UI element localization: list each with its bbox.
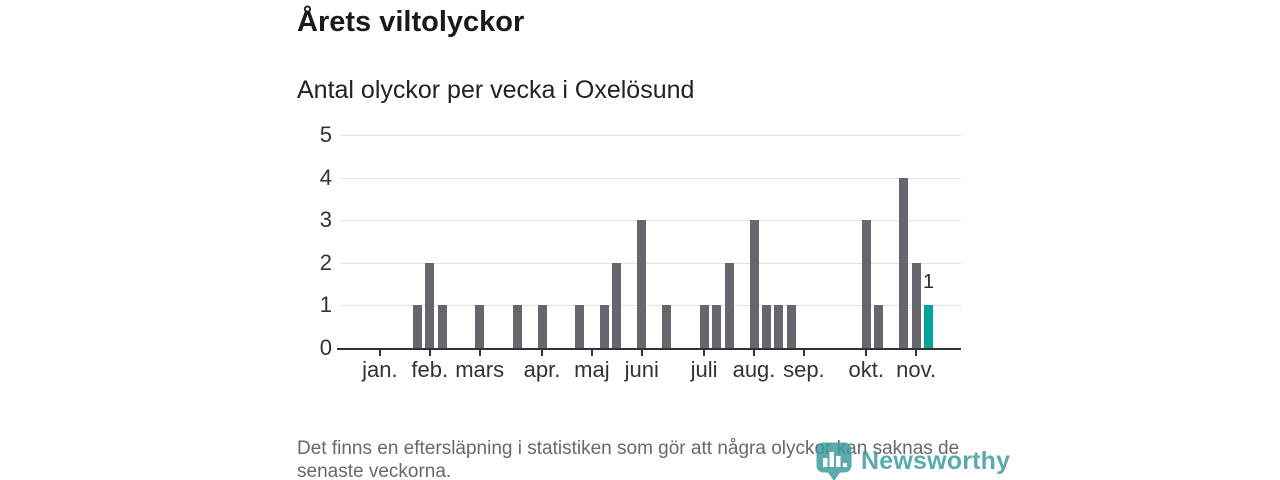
bar-week-33 (774, 305, 784, 348)
x-axis-label-aug: aug. (732, 357, 776, 382)
bar-week-20 (612, 262, 622, 348)
latest-value-label: 1 (923, 271, 935, 294)
x-axis-label-feb: feb. (411, 357, 449, 382)
gridline-3 (340, 220, 961, 222)
x-axis-tick-apr (541, 349, 543, 356)
x-axis-label-maj: maj (574, 357, 610, 382)
newsworthy-pin-bar-chart-icon (816, 442, 852, 480)
x-axis-line (337, 347, 961, 350)
bar-week-22 (637, 220, 647, 348)
x-axis-tick-nov (915, 349, 918, 356)
x-axis-label-okt: okt. (848, 357, 884, 382)
x-axis-label-nov: nov. (896, 357, 937, 382)
chart-subtitle: Antal olyckor per vecka i Oxelösund (297, 76, 695, 104)
bar-week-40 (861, 220, 871, 348)
gridline-4 (340, 177, 961, 179)
page-title: Årets viltolyckor (297, 6, 525, 38)
bar-week-12 (512, 305, 522, 348)
gridline-1 (340, 305, 961, 307)
bar-week-45 (924, 305, 934, 348)
x-axis-label-sep: sep. (783, 357, 825, 382)
y-axis-label-1: 1 (319, 292, 332, 318)
x-axis-tick-okt (865, 349, 868, 356)
footer-note-line-1: Det finns en eftersläpning i statistiken… (297, 438, 960, 459)
bar-week-44 (911, 262, 921, 348)
newsworthy-logo-text: Newsworthy (861, 446, 1011, 475)
x-axis-tick-maj (590, 349, 593, 356)
bar-week-17 (574, 305, 584, 348)
x-axis-label-juli: juli (690, 357, 718, 382)
bar-week-4 (412, 305, 422, 348)
plot-area: 1 (337, 135, 961, 356)
x-axis-label-juni: juni (624, 357, 659, 382)
bar-week-41 (874, 305, 884, 348)
x-axis-label-apr: apr. (523, 357, 561, 382)
bar-week-27 (699, 305, 709, 348)
footer-note: Det finns en eftersläpning i statistiken… (297, 437, 997, 480)
bar-week-29 (724, 262, 734, 348)
y-axis-label-2: 2 (319, 249, 332, 275)
y-axis-label-5: 5 (319, 122, 332, 147)
x-axis-tick-aug (753, 349, 755, 356)
x-axis-tick-feb (428, 349, 431, 356)
y-axis-labels: 0 1 2 3 4 5 (284, 122, 332, 360)
y-axis-label-3: 3 (319, 207, 332, 233)
bar-week-43 (899, 177, 909, 348)
x-axis-tick-juni (640, 349, 643, 356)
bar-week-6 (437, 305, 447, 348)
gridline-5 (340, 135, 961, 136)
bar-week-14 (537, 305, 547, 348)
footer-note-line-2: senaste veckorna. (297, 461, 452, 480)
bar-week-31 (749, 220, 759, 348)
x-axis-label-jan: jan. (362, 357, 398, 382)
bar-week-24 (662, 305, 672, 348)
bar-week-5 (425, 262, 435, 348)
x-axis-tick-sep (802, 349, 805, 356)
bar-week-28 (712, 305, 722, 348)
x-axis-tick-mars (478, 349, 481, 356)
x-axis-labels: jan. feb. mars apr. maj juni juli aug. sep. okt. n… (340, 357, 961, 385)
gridline-2 (340, 262, 961, 264)
bar-week-34 (786, 305, 796, 348)
x-axis-tick-juli (703, 349, 706, 356)
bar-week-9 (475, 305, 485, 348)
newsworthy-logo: Newsworthy (815, 441, 1010, 480)
bar-week-19 (599, 305, 609, 348)
x-axis-label-mars: mars (455, 357, 505, 382)
y-axis-label-4: 4 (319, 164, 332, 190)
y-axis-label-0: 0 (319, 335, 332, 360)
x-axis-tick-jan (378, 349, 381, 356)
bar-week-32 (761, 305, 771, 348)
